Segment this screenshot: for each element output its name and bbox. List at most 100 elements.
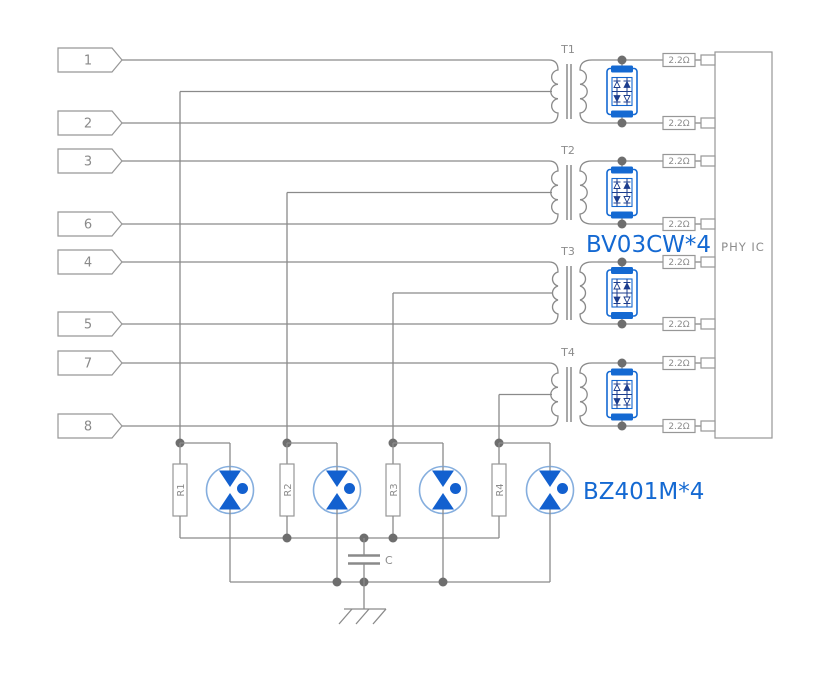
resistor-body (662, 316, 696, 332)
pin-label: 4 (84, 256, 92, 271)
phy-pin-stub (700, 54, 716, 66)
pin-2: 2 (57, 110, 123, 136)
diode-array-part-label: BV03CW*4 (586, 232, 711, 258)
phy-pin-stub (700, 155, 716, 167)
pin-4: 4 (57, 249, 123, 275)
tvs-diode-2 (312, 465, 362, 515)
tvs-part-label: BZ401M*4 (583, 479, 704, 505)
phy-pin-stub (700, 218, 716, 230)
pin-label: 5 (84, 318, 92, 333)
pin-tag-shape (57, 311, 123, 337)
junction-dot (617, 421, 627, 431)
junction-dot (388, 533, 398, 543)
phy-pin-stub (700, 420, 716, 432)
pin-tag-shape (57, 211, 123, 237)
series-resistor: 2.2Ω (662, 216, 696, 232)
pin-tag-shape (57, 110, 123, 136)
resistor-value: 2.2Ω (668, 320, 689, 330)
pin-wires (122, 59, 549, 427)
ground-hatch (372, 608, 387, 625)
series-resistors: 2.2Ω 2.2Ω 2.2Ω 2.2Ω 2.2Ω 2.2Ω 2.2Ω 2.2Ω (662, 52, 696, 434)
secondary-winding (579, 362, 593, 427)
series-resistor: 2.2Ω (662, 153, 696, 169)
secondary-winding (579, 261, 593, 325)
transformer-label: T2 (560, 144, 575, 157)
tvs-diode-3 (418, 465, 468, 515)
resistor-label: R3 (389, 483, 400, 496)
transformer-t4: T4 (498, 346, 593, 443)
pin-6: 6 (57, 211, 123, 237)
resistor-body (662, 355, 696, 371)
pin-label: 1 (84, 54, 92, 69)
resistor-body (662, 418, 696, 434)
pin-tag-shape (57, 350, 123, 376)
resistor-value: 2.2Ω (668, 56, 689, 66)
pin-tag-shape (57, 413, 123, 439)
pin-label: 2 (84, 117, 92, 132)
tvs-diode-4 (525, 465, 575, 515)
junction-dot (617, 358, 627, 368)
junction-dot (617, 156, 627, 166)
pin-8: 8 (57, 413, 123, 439)
resistor-value: 2.2Ω (668, 220, 689, 230)
resistor-value: 2.2Ω (668, 157, 689, 167)
pin-label: 7 (84, 357, 92, 372)
resistor-value: 2.2Ω (668, 422, 689, 432)
pin-tag-shape (57, 47, 123, 73)
phy-ic: PHY IC (700, 51, 773, 439)
transformer-label: T3 (560, 245, 575, 258)
junction-dot (617, 55, 627, 65)
series-resistor: 2.2Ω (662, 115, 696, 131)
series-resistor: 2.2Ω (662, 355, 696, 371)
diode-array-3 (606, 266, 638, 320)
resistor-label: R2 (283, 483, 294, 496)
pin-1: 1 (57, 47, 123, 73)
pin-label: 8 (84, 420, 92, 435)
diode-array-2 (606, 165, 638, 220)
transformer-t1: T1 (179, 43, 593, 443)
capacitor-label: C (385, 554, 393, 567)
resistor-body (662, 52, 696, 68)
diode-array-4 (606, 367, 638, 422)
secondary-winding (579, 59, 593, 124)
resistor-body (662, 153, 696, 169)
junction-dot (438, 577, 448, 587)
termination-channel-1: R1 (172, 438, 255, 582)
termination-channel-4: R4 (491, 438, 575, 582)
chassis-ground (338, 582, 387, 625)
resistor-body (662, 254, 696, 270)
resistor-value: 2.2Ω (668, 119, 689, 129)
capacitor: C (348, 538, 393, 582)
junction-dot (332, 577, 342, 587)
pin-label: 6 (84, 218, 92, 233)
tvs-diode-1 (205, 465, 255, 515)
junction-dot (617, 319, 627, 329)
termination-channel-2: R2 (279, 438, 362, 582)
pin-label: 3 (84, 155, 92, 170)
resistor-body (662, 115, 696, 131)
ground-hatch (338, 608, 353, 625)
secondary-wires (592, 59, 701, 427)
pin-tag-shape (57, 249, 123, 275)
resistor-value: 2.2Ω (668, 258, 689, 268)
resistor-body (662, 216, 696, 232)
phy-pin-stub (700, 117, 716, 129)
series-resistor: 2.2Ω (662, 52, 696, 68)
termination-network: R1 R2 R3 (172, 438, 704, 625)
transformer-t3: T3 (392, 245, 593, 443)
resistor-label: R1 (176, 483, 187, 496)
pin-3: 3 (57, 148, 123, 174)
ground-hatch (355, 608, 370, 625)
pin-5: 5 (57, 311, 123, 337)
diode-arrays (606, 55, 638, 431)
junction-dot (617, 257, 627, 267)
series-resistor: 2.2Ω (662, 418, 696, 434)
resistor-label: R4 (495, 483, 506, 496)
secondary-winding (579, 160, 593, 225)
series-resistor: 2.2Ω (662, 254, 696, 270)
resistor-value: 2.2Ω (668, 359, 689, 369)
junction-dot (617, 219, 627, 229)
pin-7: 7 (57, 350, 123, 376)
pin-tag-shape (57, 148, 123, 174)
